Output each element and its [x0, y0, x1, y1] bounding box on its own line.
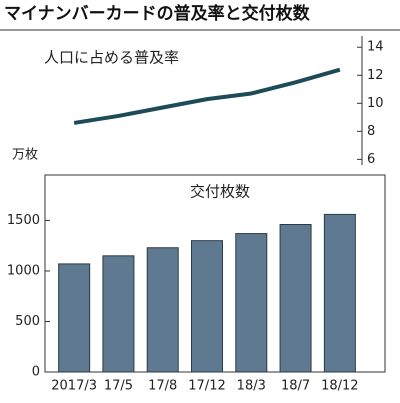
y-tick-label: 10 — [367, 96, 384, 111]
x-tick-label: 17/12 — [188, 379, 225, 394]
y-tick-label: 12 — [367, 68, 384, 83]
bar-title: 交付枚数 — [190, 183, 250, 201]
x-tick-label: 17/5 — [104, 379, 133, 394]
y-tick-label: 8 — [367, 124, 375, 139]
x-tick-label: 18/7 — [281, 379, 310, 394]
bar — [58, 263, 91, 373]
y-tick-label: 0 — [32, 365, 40, 380]
y-tick-label: 14 — [367, 40, 384, 55]
chart-title: マイナンバーカードの普及率と交付枚数 — [4, 3, 311, 24]
y-tick-label: 500 — [15, 314, 40, 329]
line — [73, 67, 341, 125]
y-axis-unit: 万枚 — [12, 148, 38, 163]
line-title: 人口に占める普及率 — [44, 49, 179, 67]
bar — [235, 233, 268, 373]
y-tick-label: 1500 — [7, 213, 40, 228]
bar — [279, 224, 312, 373]
bar — [102, 255, 135, 373]
x-tick-label: 17/8 — [148, 379, 177, 394]
bar — [191, 240, 223, 373]
x-tick-label: 2017/3 — [51, 379, 97, 394]
bar — [146, 247, 179, 373]
y-tick-label: 1000 — [7, 263, 40, 278]
y-tick-label: 6 — [367, 152, 375, 167]
x-tick-label: 18/12 — [321, 379, 358, 394]
bar — [323, 213, 356, 373]
x-tick-label: 18/3 — [237, 379, 266, 394]
